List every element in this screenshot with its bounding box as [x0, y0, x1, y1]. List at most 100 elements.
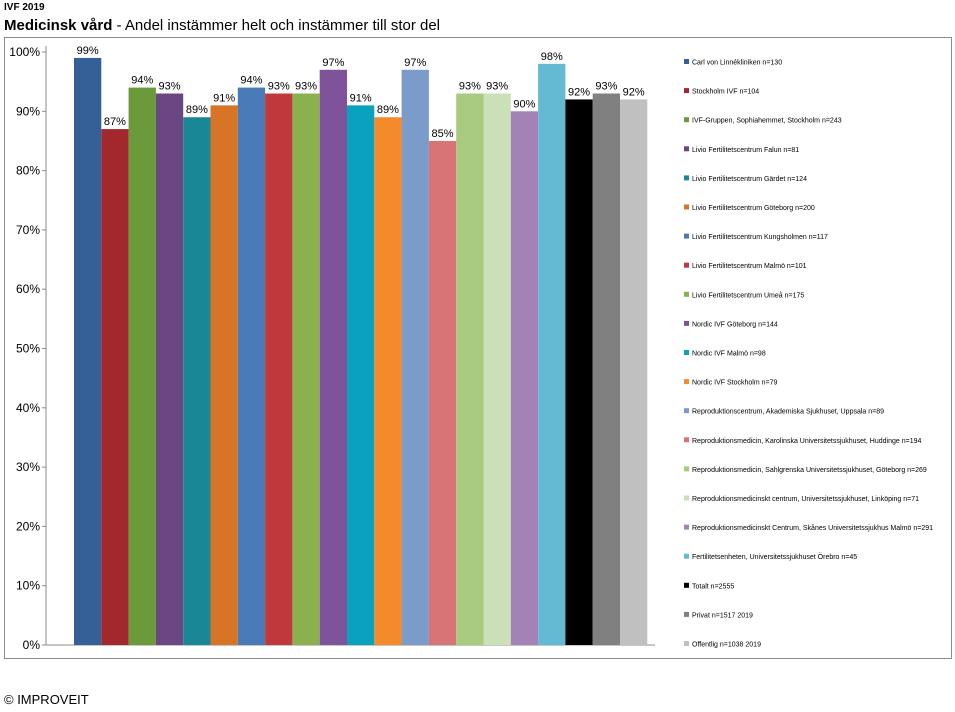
legend-entry-label: Livio Fertilitetscentrum Göteborg n=200 [692, 205, 815, 212]
bar [265, 93, 293, 645]
legend-entry-label: Reproduktionscentrum, Akademiska Sjukhus… [692, 409, 884, 416]
y-tick-label: 40% [16, 401, 40, 415]
bar-data-label: 94% [131, 75, 153, 87]
y-tick-label: 10% [16, 579, 40, 593]
bar [319, 69, 347, 646]
bar [428, 140, 457, 645]
legend-swatch [684, 524, 689, 530]
legend-entry-label: Nordic IVF Göteborg n=144 [692, 321, 778, 328]
chart-title: Medicinsk vård - Andel instämmer helt oc… [4, 17, 440, 34]
legend-swatch [684, 350, 689, 355]
bar-data-label: 94% [240, 75, 262, 87]
bar [210, 105, 238, 646]
bar [538, 63, 566, 646]
legend-swatch [684, 59, 689, 64]
report-label: IVF 2019 [4, 2, 45, 13]
y-tick-label: 80% [16, 164, 40, 178]
legend-entry-label: Reproduktionsmedicin, Sahlgrenska Univer… [692, 467, 927, 474]
bar-data-label: 90% [513, 98, 535, 110]
legend-entry-label: Carl von Linnékliniken n=130 [692, 60, 782, 67]
legend-swatch [684, 641, 689, 646]
bar-data-label: 85% [432, 128, 454, 140]
legend-entry-label: Livio Fertilitetscentrum Falun n=81 [692, 147, 799, 154]
bar [183, 117, 211, 646]
legend-swatch [684, 495, 689, 501]
legend-entry-label: Reproduktionsmedicin, Karolinska Univers… [692, 438, 921, 445]
bar-data-label: 97% [404, 57, 426, 69]
copyright-footer: © IMPROVEIT [4, 692, 89, 707]
bar [510, 111, 539, 646]
bar-data-label: 89% [377, 104, 399, 116]
bar [592, 93, 620, 645]
bar [456, 93, 484, 645]
legend-swatch [684, 117, 689, 123]
legend-swatch [684, 262, 689, 268]
legend-entry-label: Livio Fertilitetscentrum Malmö n=101 [692, 263, 807, 270]
legend-swatch [684, 233, 689, 239]
bar-data-label: 92% [623, 86, 645, 98]
bar-data-label: 93% [459, 81, 481, 93]
legend-entry-label: Offentlig n=1038 2019 [692, 642, 761, 649]
legend-swatch [684, 582, 689, 588]
y-tick-label: 0% [23, 638, 41, 652]
bar [74, 57, 102, 646]
legend-swatch [684, 553, 689, 559]
chart-title-rest: - Andel instämmer helt och instämmer til… [112, 17, 441, 34]
bar-data-label: 93% [295, 81, 317, 93]
bar [101, 129, 129, 646]
legend-swatch [684, 88, 689, 94]
y-tick-label: 100% [9, 45, 40, 59]
bar-data-label: 97% [322, 57, 344, 69]
legend-swatch [684, 320, 689, 326]
bar [128, 87, 156, 645]
bar [374, 117, 402, 646]
y-tick-label: 70% [16, 223, 40, 237]
bar [292, 93, 320, 645]
bar [237, 87, 266, 645]
bar [401, 69, 429, 646]
legend-entry-label: Reproduktionsmedicinskt centrum, Univers… [692, 496, 919, 503]
legend-entry-label: Privat n=1517 2019 [692, 612, 753, 619]
legend-swatch [684, 437, 689, 443]
bar-data-label: 93% [159, 81, 181, 93]
legend-swatch [684, 204, 689, 210]
chart-frame [4, 37, 952, 659]
legend-entry-label: Livio Fertilitetscentrum Umeå n=175 [692, 291, 804, 299]
legend-swatch [684, 175, 689, 181]
bar-data-label: 92% [568, 86, 590, 98]
bar-data-label: 93% [486, 81, 508, 93]
bar [620, 99, 648, 645]
bar-data-label: 91% [213, 92, 235, 104]
chart-title-bold: Medicinsk vård [4, 17, 113, 34]
bar [155, 93, 184, 645]
bar-data-label: 93% [595, 81, 617, 93]
y-tick-label: 30% [16, 460, 40, 474]
legend-entry-label: Reproduktionsmedicinskt Centrum, Skånes … [692, 524, 933, 532]
legend-swatch [684, 291, 689, 297]
legend-swatch [684, 466, 689, 472]
y-tick-label: 60% [16, 282, 40, 296]
y-tick-label: 20% [16, 519, 40, 533]
legend-entry-label: Livio Fertilitetscentrum Kungsholmen n=1… [692, 234, 828, 241]
y-tick-label: 50% [16, 342, 40, 356]
bar [347, 105, 375, 646]
legend-entry-label: Nordic IVF Malmö n=98 [692, 351, 766, 358]
bar [565, 99, 593, 645]
legend-swatch [684, 379, 689, 385]
legend-entry-label: Livio Fertilitetscentrum Gärdet n=124 [692, 176, 807, 183]
bar-data-label: 91% [350, 92, 372, 104]
bar-data-label: 89% [186, 104, 208, 116]
bar-data-label: 98% [541, 51, 563, 63]
legend-entry-label: Fertilitetsenheten, Universitetssjukhuse… [692, 553, 857, 561]
y-tick-label: 90% [16, 104, 40, 118]
legend-entry-label: Stockholm IVF n=104 [692, 89, 759, 96]
legend-swatch [684, 611, 689, 617]
bar-data-label: 99% [77, 45, 99, 57]
legend-entry-label: Nordic IVF Stockholm n=79 [692, 380, 778, 387]
bar-data-label: 93% [268, 81, 290, 93]
legend-swatch [684, 146, 689, 152]
legend-swatch [684, 408, 689, 414]
legend-entry-label: IVF-Gruppen, Sophiahemmet, Stockholm n=2… [692, 118, 842, 125]
bar-data-label: 87% [104, 116, 126, 128]
